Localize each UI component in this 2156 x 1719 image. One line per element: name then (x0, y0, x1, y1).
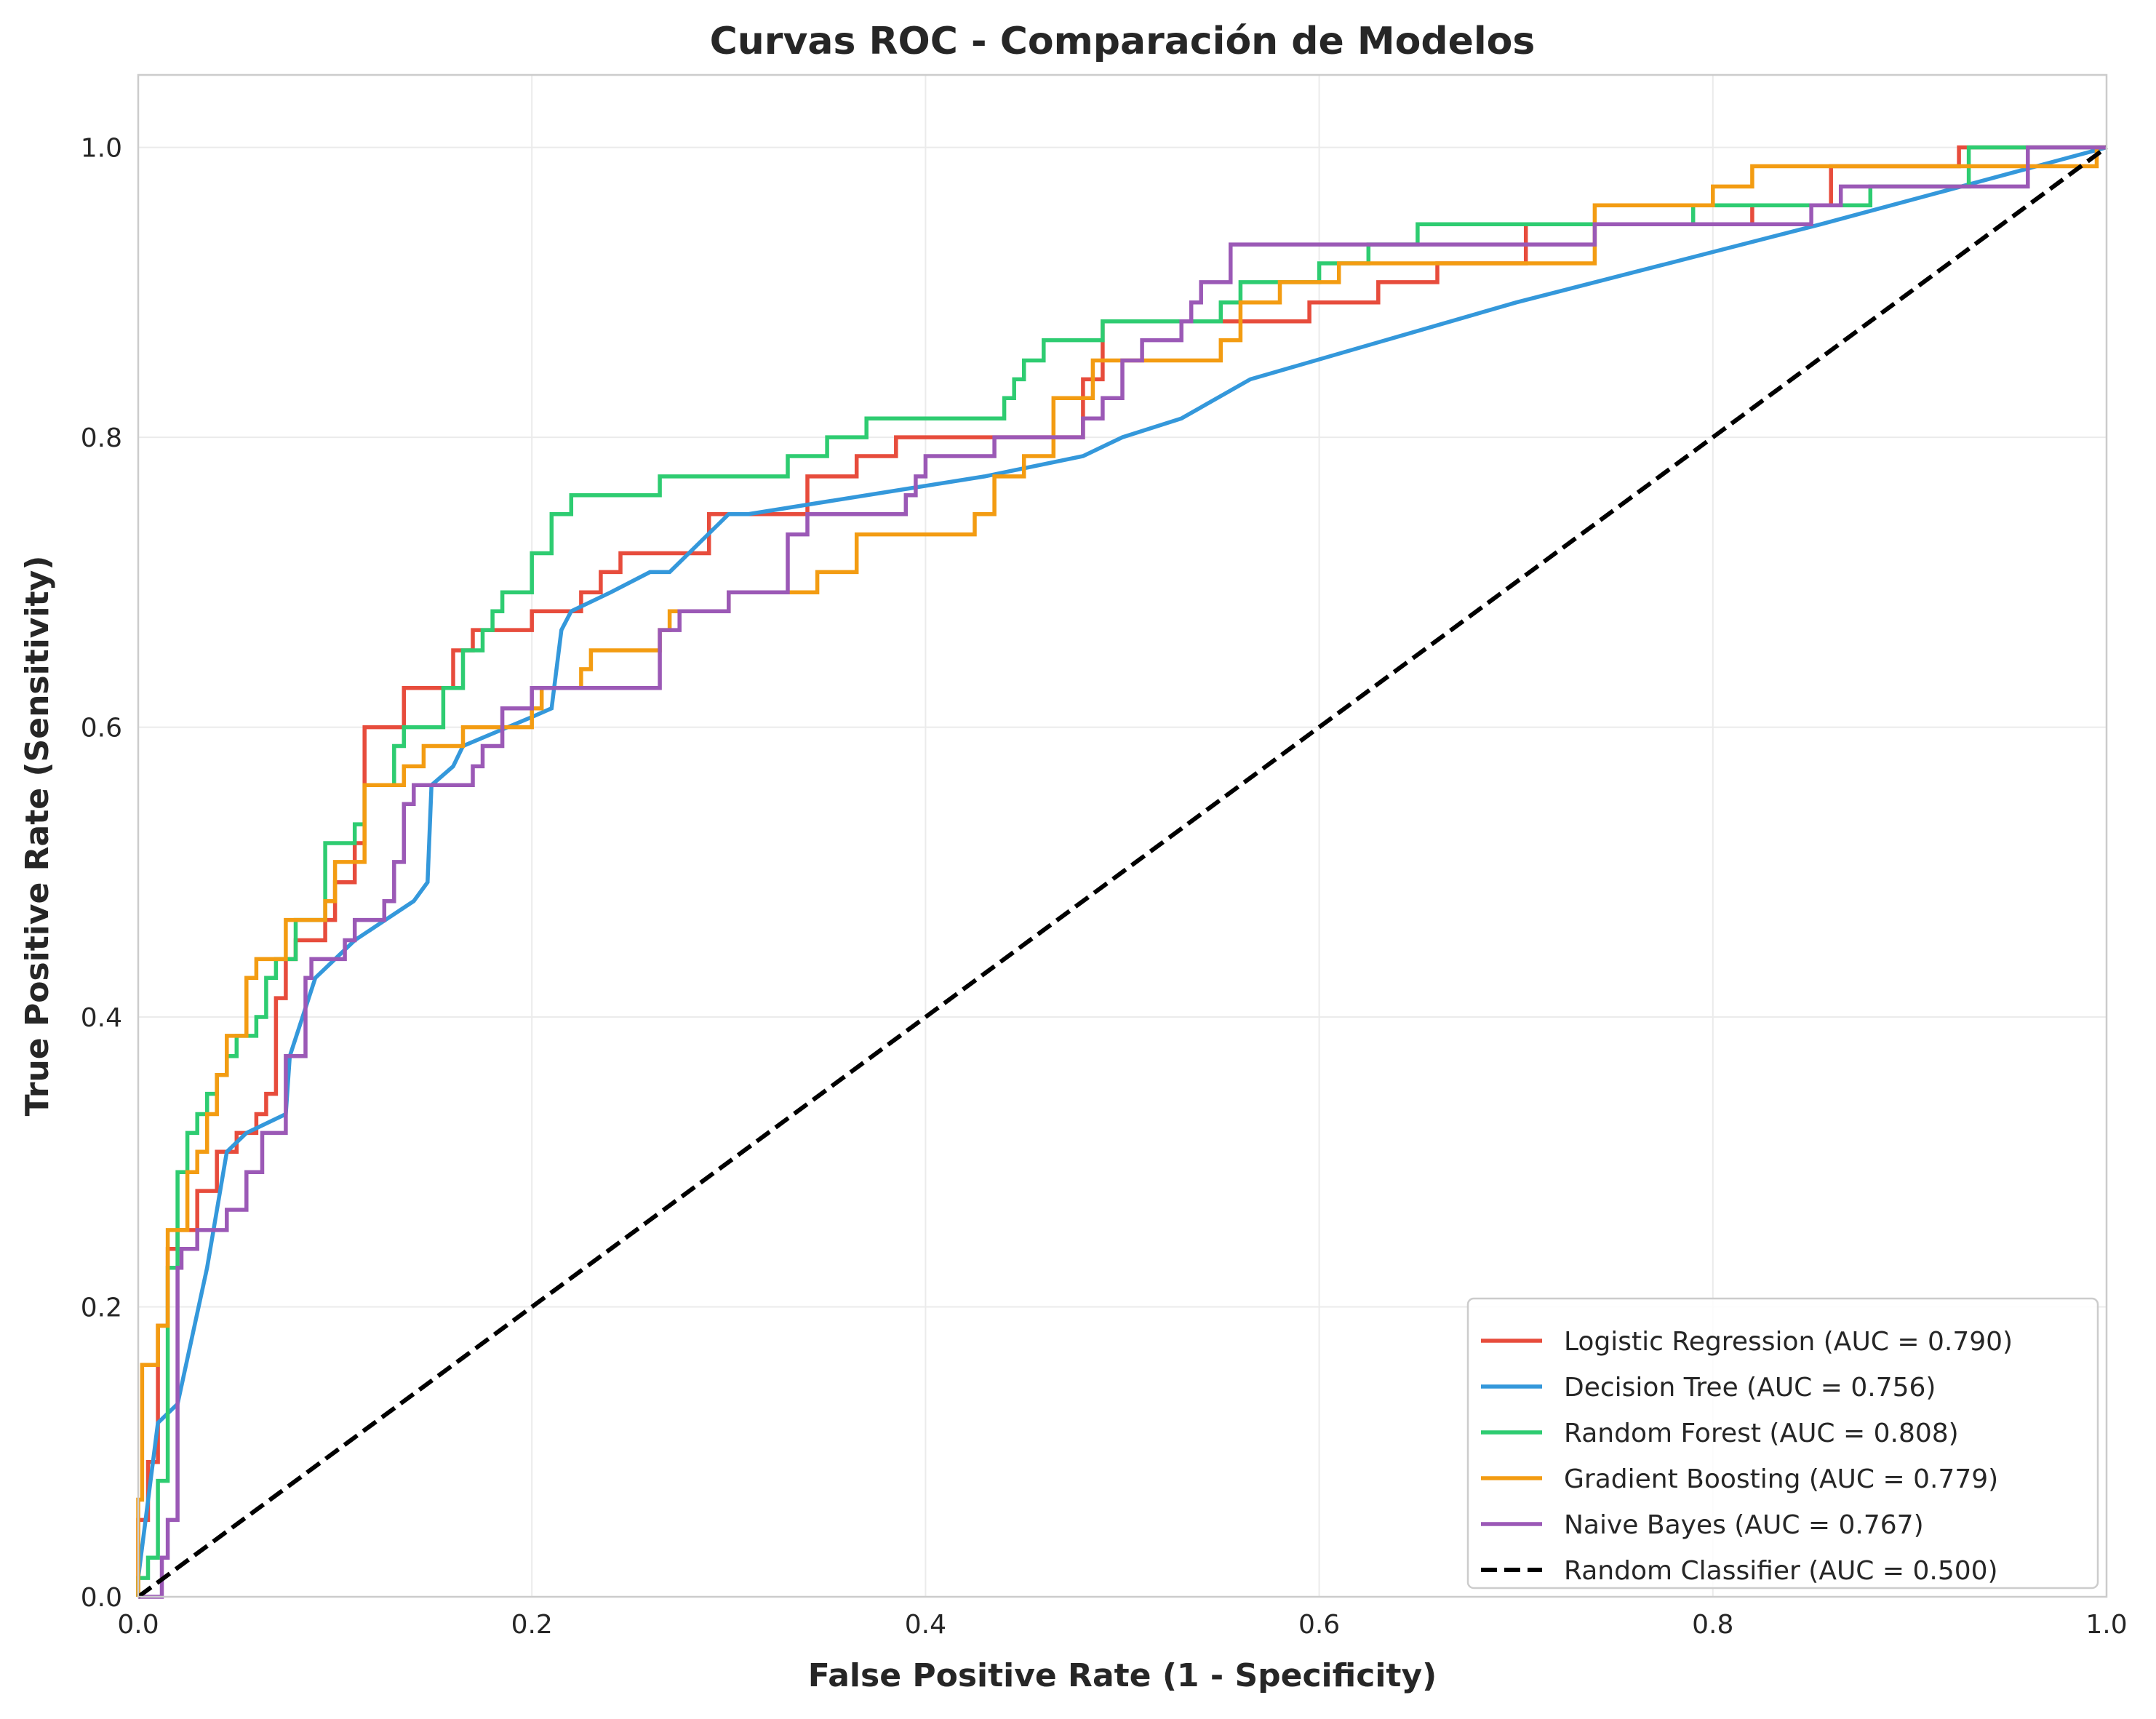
x-tick-labels: 0.0 0.2 0.4 0.6 0.8 1.0 (117, 1610, 2127, 1640)
series-line-2 (136, 145, 2107, 1597)
legend-entry-0: Logistic Regression (AUC = 0.790) (1564, 1327, 2013, 1357)
x-tick-label: 0.8 (1692, 1610, 1733, 1640)
series-line-4 (138, 145, 2107, 1599)
y-tick-label: 0.2 (81, 1293, 122, 1323)
series-line-5 (137, 145, 2108, 1599)
y-tick-label: 0.8 (81, 423, 122, 453)
series-line-3 (136, 145, 2107, 1597)
x-tick-label: 0.4 (905, 1610, 946, 1640)
x-tick-label: 1.0 (2085, 1610, 2127, 1640)
x-axis-label: False Positive Rate (1 - Specificity) (808, 1657, 1437, 1694)
y-tick-label: 0.6 (81, 714, 122, 743)
series-layer (136, 145, 2108, 1599)
legend-entry-4: Naive Bayes (AUC = 0.767) (1564, 1510, 1924, 1540)
y-tick-label: 0.0 (81, 1583, 122, 1613)
legend: Logistic Regression (AUC = 0.790) Decisio… (1466, 1297, 2099, 1590)
x-tick-label: 0.2 (511, 1610, 553, 1640)
y-tick-label: 0.4 (81, 1003, 122, 1033)
legend-box (1466, 1297, 2099, 1590)
y-tick-labels: 0.0 0.2 0.4 0.6 0.8 1.0 (81, 134, 122, 1613)
legend-entry-5: Random Classifier (AUC = 0.500) (1564, 1556, 1998, 1586)
chart-title: Curvas ROC - Comparación de Modelos (710, 20, 1536, 63)
y-axis-label: True Positive Rate (Sensitivity) (19, 556, 56, 1117)
legend-entry-1: Decision Tree (AUC = 0.756) (1564, 1373, 1936, 1403)
x-tick-label: 0.6 (1298, 1610, 1340, 1640)
legend-entry-2: Random Forest (AUC = 0.808) (1564, 1419, 1959, 1448)
x-tick-label: 0.0 (117, 1610, 159, 1640)
y-tick-label: 1.0 (81, 134, 122, 164)
legend-entry-3: Gradient Boosting (AUC = 0.779) (1564, 1464, 1998, 1494)
plot-frame (137, 73, 2108, 1598)
